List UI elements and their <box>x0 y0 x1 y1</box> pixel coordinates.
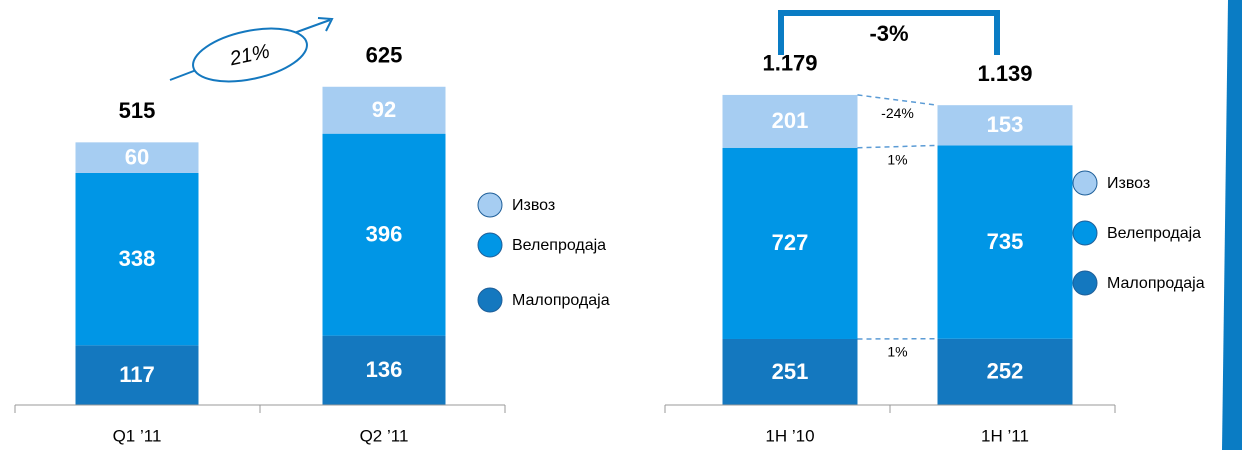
change-bracket: -3% <box>778 10 1000 55</box>
edge-decoration <box>1222 0 1242 450</box>
bar-segment <box>722 338 858 405</box>
segment-label: 201 <box>772 108 809 133</box>
segment-label: 727 <box>772 230 809 255</box>
legend-label: Велепродаја <box>1107 225 1201 242</box>
legend-label: Извоз <box>512 197 555 214</box>
change-label: 1% <box>887 151 907 167</box>
bar-segment <box>75 172 199 346</box>
legend-label: Извоз <box>1107 175 1150 192</box>
total-label: 625 <box>366 43 403 68</box>
legend-label: Малопродаја <box>512 292 610 309</box>
change-label: -24% <box>881 105 914 121</box>
total-label: 1.179 <box>762 51 817 76</box>
segment-label: 338 <box>119 246 156 271</box>
x-tick-label: Q2 ’11 <box>360 426 409 445</box>
bar-segment <box>75 142 199 173</box>
bar-segment <box>322 133 446 336</box>
total-label: 515 <box>119 98 156 123</box>
segment-label: 396 <box>366 221 403 246</box>
growth-annotation: 21% <box>169 17 334 83</box>
legend-label: Велепродаја <box>512 237 606 254</box>
legend-marker <box>1072 220 1098 246</box>
bar-segment <box>322 86 446 134</box>
x-tick-label: Q1 ’11 <box>113 426 162 445</box>
segment-label: 735 <box>987 229 1024 254</box>
segment-label: 153 <box>987 112 1024 137</box>
bar-segment <box>722 94 858 148</box>
bar-segment <box>937 105 1073 146</box>
legend-marker <box>477 232 503 258</box>
segment-label: 252 <box>987 359 1024 384</box>
segment-label: 60 <box>125 144 149 169</box>
legend-marker <box>1072 270 1098 296</box>
bar-segment <box>322 335 446 405</box>
legend-marker <box>477 192 503 218</box>
segment-label: 92 <box>372 97 396 122</box>
segment-label: 136 <box>366 357 403 382</box>
x-tick-label: 1H ’11 <box>981 426 1029 445</box>
segment-label: 251 <box>772 359 809 384</box>
legend-marker <box>1072 170 1098 196</box>
bar-segment <box>937 338 1073 405</box>
bar-segment <box>937 145 1073 339</box>
legend-marker <box>477 287 503 313</box>
segment-label: 117 <box>119 362 155 387</box>
change-label: 1% <box>887 344 907 360</box>
total-label: 1.139 <box>977 61 1032 86</box>
change-line <box>857 144 938 149</box>
bar-segment <box>75 345 199 405</box>
legend-label: Малопродаја <box>1107 275 1205 292</box>
bar-segment <box>722 147 858 339</box>
change-label: -3% <box>869 21 908 46</box>
x-tick-label: 1H ’10 <box>765 426 814 445</box>
change-line <box>857 94 938 106</box>
